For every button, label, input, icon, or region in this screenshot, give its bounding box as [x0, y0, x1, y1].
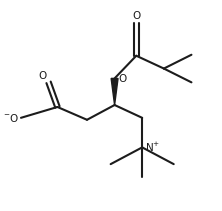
Text: O: O [38, 71, 47, 81]
Text: O: O [132, 11, 140, 21]
Text: $^{-}$O: $^{-}$O [3, 112, 19, 124]
Polygon shape [111, 78, 118, 105]
Text: N$^{+}$: N$^{+}$ [145, 141, 160, 154]
Text: O: O [119, 74, 127, 84]
